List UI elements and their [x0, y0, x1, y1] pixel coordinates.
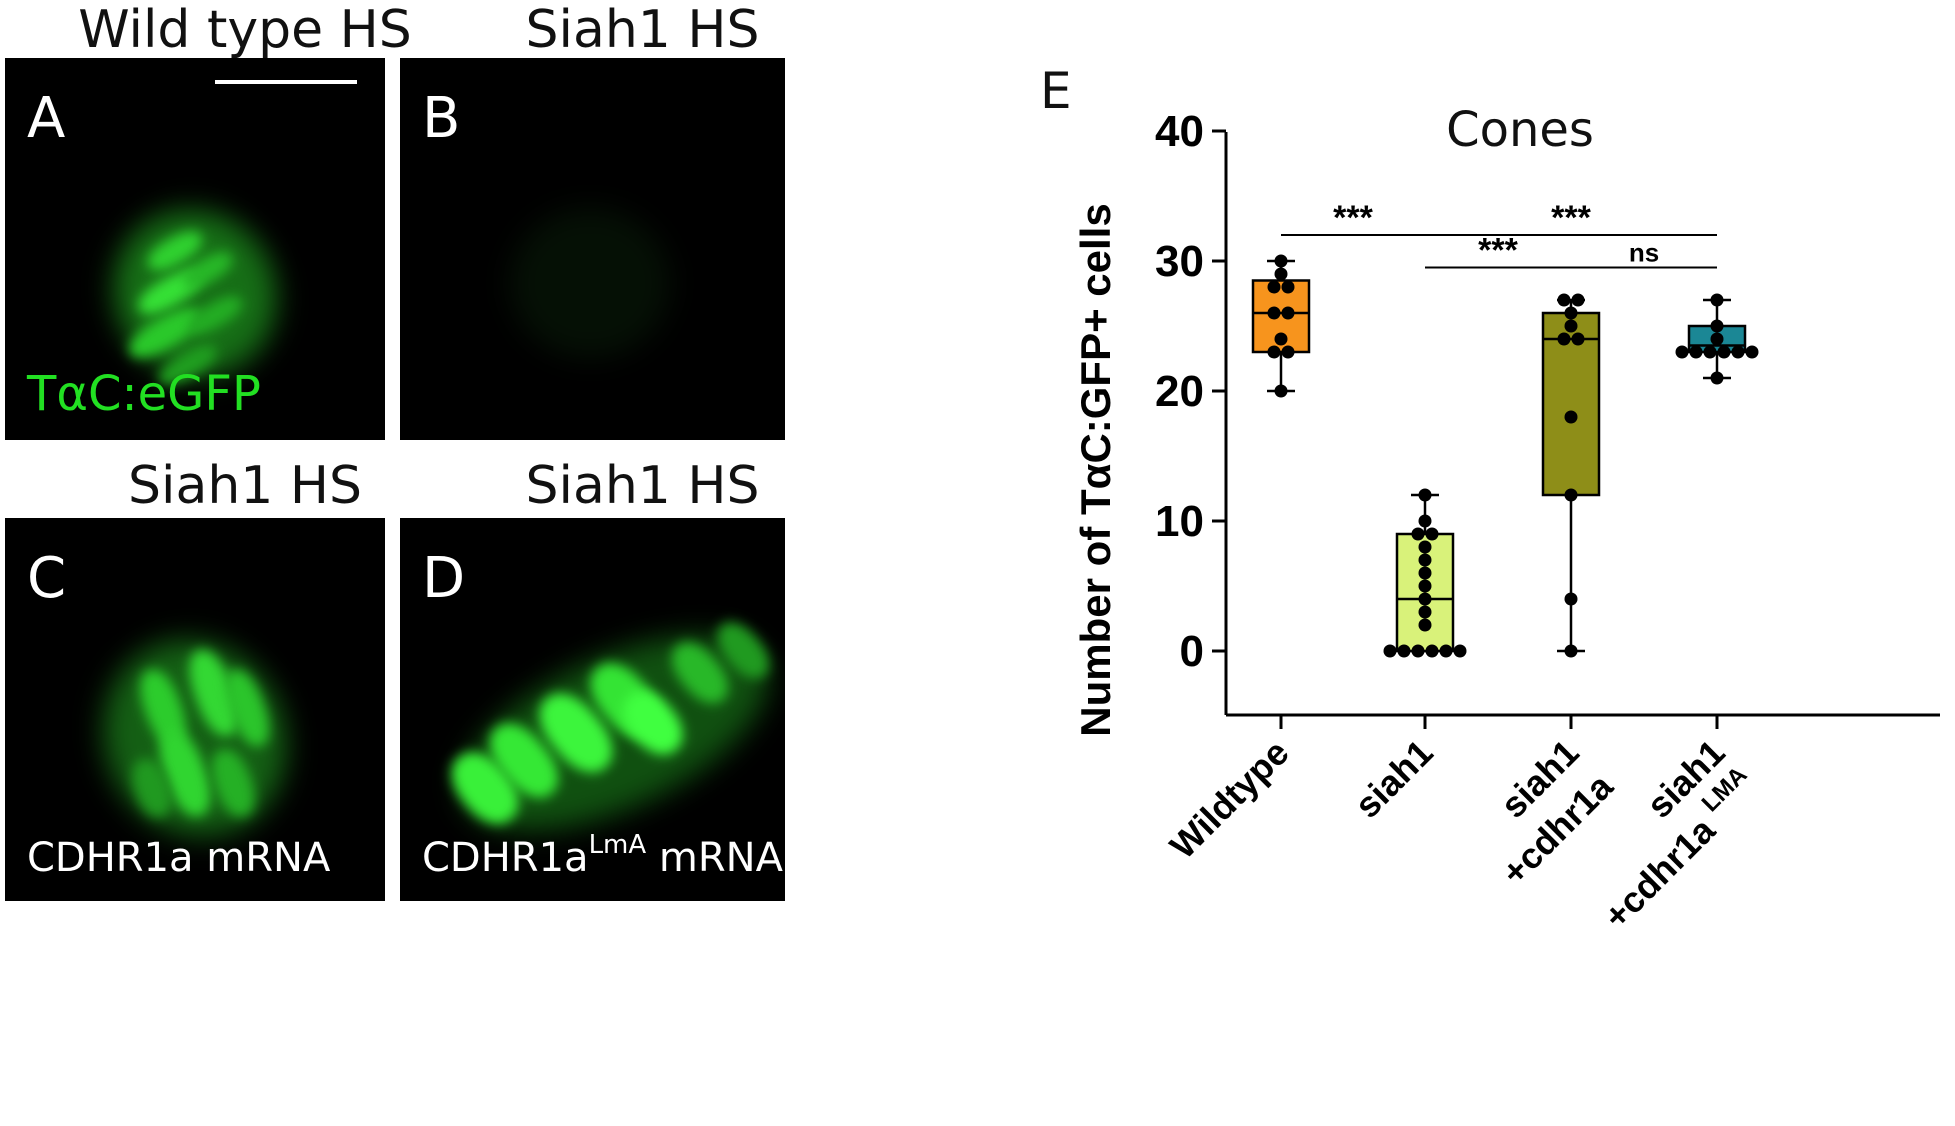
data-point [1274, 267, 1288, 281]
data-point [1397, 644, 1411, 658]
chart-title: Cones [1446, 102, 1594, 158]
data-point [1557, 332, 1571, 346]
x-tick-label: Wildtype [1162, 732, 1297, 867]
data-point [1717, 345, 1731, 359]
data-point [1571, 332, 1585, 346]
data-point [1281, 345, 1295, 359]
data-point [1710, 332, 1724, 346]
x-tick-label-line: +cdhr1a [1595, 809, 1723, 937]
panel-e-label: E [1040, 70, 1072, 120]
y-tick-label: 40 [1155, 107, 1204, 156]
data-point [1731, 345, 1745, 359]
data-point [1439, 644, 1453, 658]
data-point [1418, 618, 1432, 632]
data-point [1564, 488, 1578, 502]
panel-a-label: A [27, 86, 66, 151]
data-point [1564, 319, 1578, 333]
data-point [1425, 527, 1439, 541]
data-point [1745, 345, 1759, 359]
panel-b-title: Siah1 HS [525, 0, 760, 60]
panel-a-title: Wild type HS [78, 0, 412, 60]
x-tick-label: siah1+cdhr1a [1493, 732, 1622, 893]
data-point [1281, 280, 1295, 294]
data-point [1411, 527, 1425, 541]
data-point [1564, 306, 1578, 320]
significance-label: *** [1333, 199, 1373, 237]
data-point [1418, 566, 1432, 580]
data-point [1418, 592, 1432, 606]
data-point [1383, 644, 1397, 658]
data-point [1564, 410, 1578, 424]
significance-label: *** [1478, 232, 1518, 270]
data-point [1703, 345, 1717, 359]
panel-d-label: D [422, 546, 466, 611]
x-tick-label-line: Wildtype [1162, 732, 1297, 867]
y-axis-label: Number of TαC:GFP+ cells [1072, 203, 1119, 736]
reporter-label: TαC:eGFP [27, 366, 261, 422]
panel-b-label: B [422, 86, 461, 151]
significance-label: *** [1551, 199, 1591, 237]
box-3 [1541, 311, 1601, 497]
x-tick-label: siah1 [1347, 732, 1441, 826]
data-point [1675, 345, 1689, 359]
data-point [1274, 332, 1288, 346]
significance-label: ns [1629, 238, 1659, 268]
data-point [1418, 605, 1432, 619]
data-point [1689, 345, 1703, 359]
data-point [1418, 553, 1432, 567]
micrograph-panel-a: A TαC:eGFP [5, 58, 385, 440]
data-point [1418, 540, 1432, 554]
box-plot-chart: E Cones 0 10 20 30 40 Number of TαC:GFP+ cells W… [1040, 70, 1940, 937]
y-tick-label: 30 [1155, 237, 1204, 286]
data-point [1571, 293, 1585, 307]
panel-c-note: CDHR1a mRNA [27, 835, 331, 881]
y-tick-label: 10 [1155, 497, 1204, 546]
micrograph-panel-c: C CDHR1a mRNA [5, 518, 385, 901]
data-point [1274, 384, 1288, 398]
data-point [1267, 280, 1281, 294]
panel-c-title: Siah1 HS [128, 456, 362, 516]
panel-d-note: CDHR1aLmA mRNA [422, 830, 783, 881]
data-point [1564, 592, 1578, 606]
data-point [1710, 319, 1724, 333]
data-point [1281, 306, 1295, 320]
x-tick-label-line: siah1 [1347, 732, 1441, 826]
data-point [1418, 514, 1432, 528]
data-point [1274, 254, 1288, 268]
data-point [1564, 644, 1578, 658]
scale-bar [215, 80, 357, 84]
panel-d-title: Siah1 HS [525, 456, 760, 516]
data-point [1710, 293, 1724, 307]
data-point [1411, 644, 1425, 658]
data-point [1557, 293, 1571, 307]
data-point [1267, 345, 1281, 359]
data-point [1710, 371, 1724, 385]
data-point [1267, 306, 1281, 320]
data-point [1418, 579, 1432, 593]
data-point [1453, 644, 1467, 658]
y-tick-label: 0 [1180, 627, 1204, 676]
y-tick-label: 20 [1155, 367, 1204, 416]
panel-c-label: C [27, 546, 67, 611]
data-point [1425, 644, 1439, 658]
micrograph-panel-d: D CDHR1aLmA mRNA [400, 518, 785, 901]
data-point [1418, 488, 1432, 502]
micrograph-panel-b: B [400, 58, 785, 440]
